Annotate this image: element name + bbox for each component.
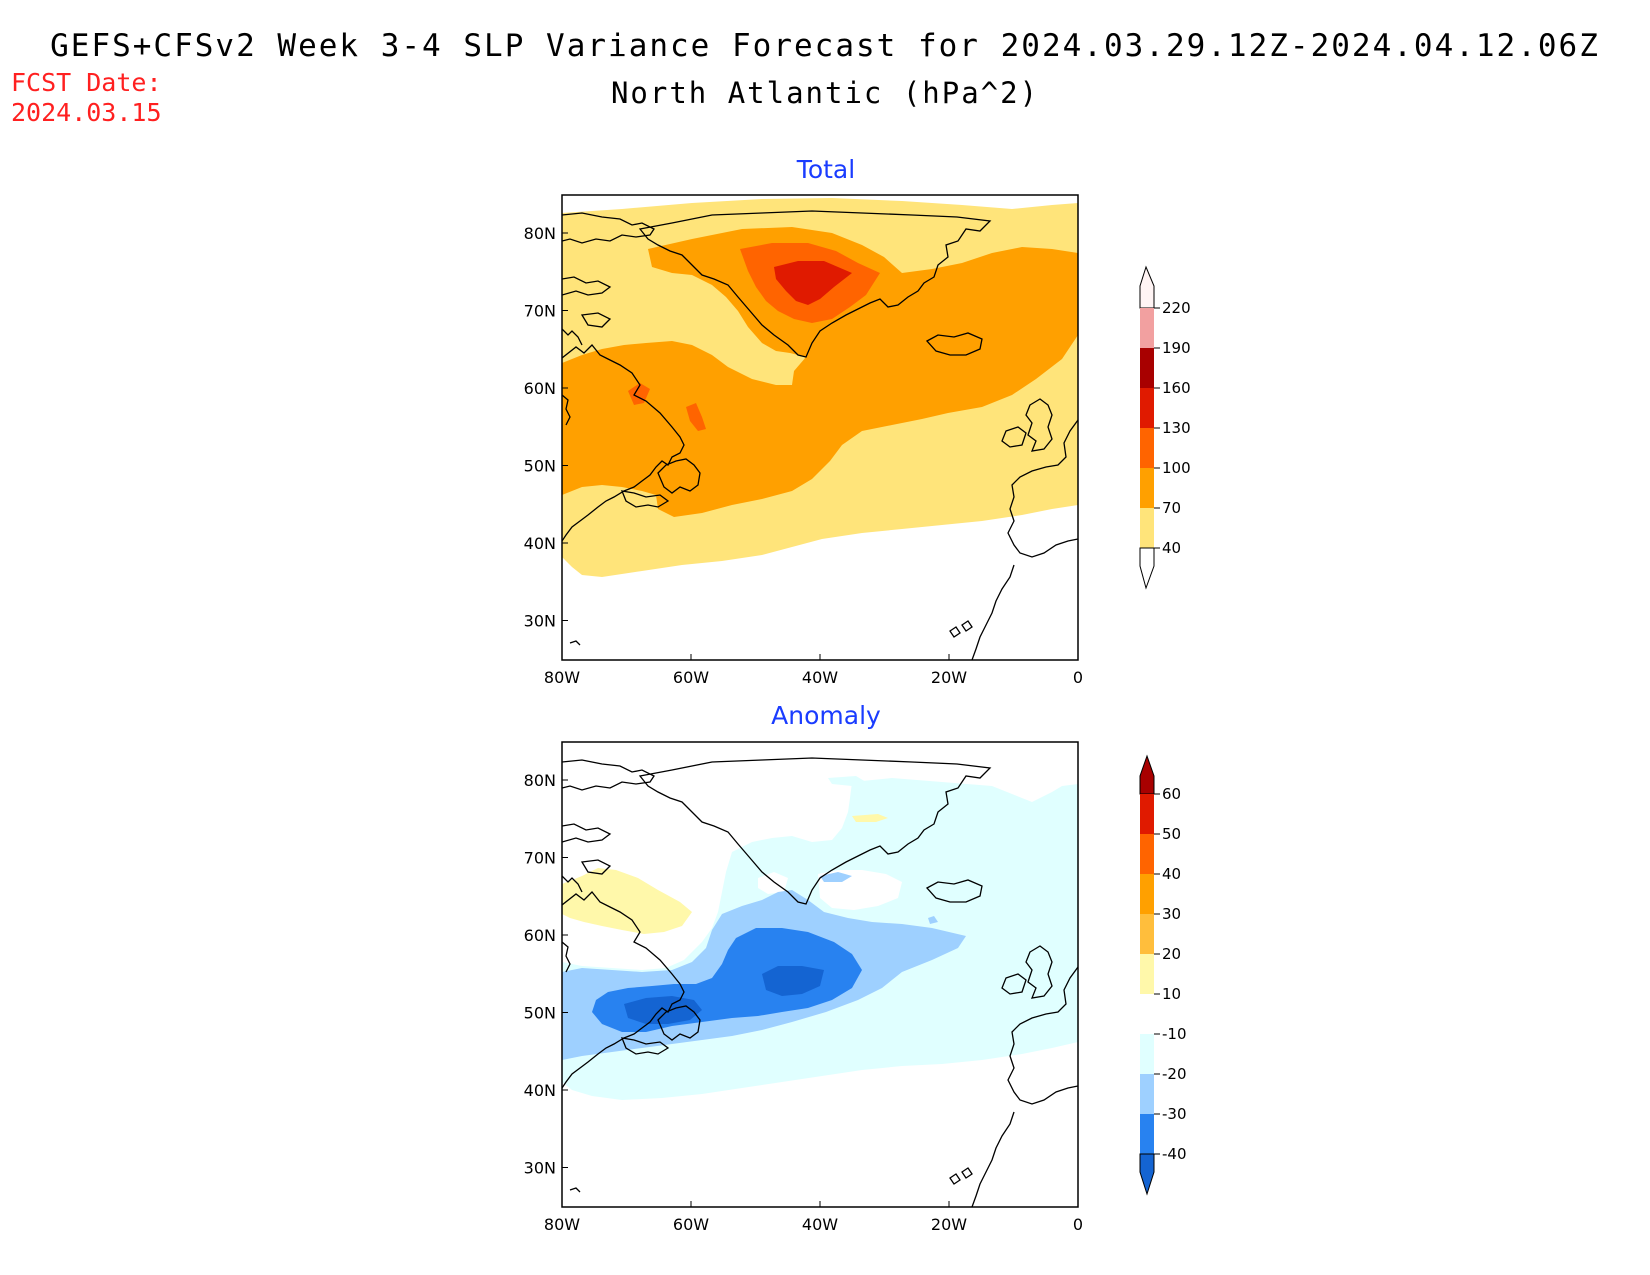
total-cbar-160-190 bbox=[1140, 348, 1154, 388]
colorbar-label: -30 bbox=[1162, 1105, 1187, 1123]
anomaly-cbar-20-30 bbox=[1140, 914, 1154, 954]
anomaly-colorbar-top-arrow bbox=[1139, 754, 1155, 795]
total-cbar-190-220 bbox=[1140, 308, 1154, 348]
lat-tick-label: 30N bbox=[524, 612, 556, 631]
anomaly-cbar-m30-m20 bbox=[1140, 1074, 1154, 1114]
anomaly-lat-axis: 80N 70N 60N 50N 40N 30N bbox=[524, 771, 568, 1178]
lat-tick-label: 80N bbox=[524, 771, 556, 790]
total-cbar-40-70 bbox=[1140, 508, 1154, 548]
lon-tick-label: 80W bbox=[544, 1215, 580, 1234]
colorbar-label: 20 bbox=[1162, 945, 1181, 963]
lon-tick-label: 60W bbox=[673, 1215, 709, 1234]
lat-tick-label: 60N bbox=[524, 379, 556, 398]
fcst-date: 2024.03.15 bbox=[11, 98, 162, 127]
colorbar-label: 70 bbox=[1162, 499, 1181, 517]
total-colorbar-bottom-arrow bbox=[1139, 547, 1155, 590]
lat-tick-label: 50N bbox=[524, 1004, 556, 1023]
anomaly-cbar-m40-m30 bbox=[1140, 1114, 1154, 1154]
lon-tick-label: 60W bbox=[673, 668, 709, 687]
colorbar-label: 130 bbox=[1162, 419, 1191, 437]
anomaly-yellow-patch bbox=[852, 814, 888, 822]
anomaly-colorbar-bottom-arrow bbox=[1139, 1153, 1155, 1196]
colorbar-label: -40 bbox=[1162, 1145, 1187, 1163]
colorbar-label: 100 bbox=[1162, 459, 1191, 477]
lat-tick-label: 40N bbox=[524, 534, 556, 553]
anomaly-panel-title: Anomaly bbox=[771, 701, 881, 730]
anomaly-blue-patch bbox=[820, 872, 852, 882]
total-contour-130 bbox=[774, 261, 852, 305]
lon-tick-label: 40W bbox=[802, 1215, 838, 1234]
lat-tick-label: 70N bbox=[524, 302, 556, 321]
total-colorbar: 220 190 160 130 100 70 40 bbox=[1139, 265, 1191, 590]
total-colorbar-labels: 220 190 160 130 100 70 40 bbox=[1154, 299, 1191, 557]
colorbar-label: 60 bbox=[1162, 785, 1181, 803]
colorbar-label: 220 bbox=[1162, 299, 1191, 317]
forecast-date-label: FCST Date: 2024.03.15 bbox=[11, 68, 162, 128]
lon-tick-label: 0 bbox=[1073, 668, 1083, 687]
total-cbar-130-160 bbox=[1140, 388, 1154, 428]
total-map bbox=[562, 195, 1078, 660]
total-panel-title: Total bbox=[796, 155, 855, 184]
lon-tick-label: 20W bbox=[931, 668, 967, 687]
lon-tick-label: 0 bbox=[1073, 1215, 1083, 1234]
colorbar-label: 190 bbox=[1162, 339, 1191, 357]
total-lon-axis: 80W 60W 40W 20W 0 bbox=[544, 654, 1083, 687]
lon-tick-label: 40W bbox=[802, 668, 838, 687]
total-contour-100c bbox=[686, 403, 706, 431]
colorbar-label: 160 bbox=[1162, 379, 1191, 397]
colorbar-label: 40 bbox=[1162, 539, 1181, 557]
lat-tick-label: 40N bbox=[524, 1081, 556, 1100]
fcst-label: FCST Date: bbox=[11, 68, 162, 97]
lat-tick-label: 70N bbox=[524, 849, 556, 868]
anomaly-colorbar: 60 50 40 30 20 10 -10 -20 -30 -40 bbox=[1139, 754, 1187, 1196]
anomaly-white-hole2 bbox=[758, 872, 788, 894]
total-cbar-70-100 bbox=[1140, 468, 1154, 508]
anomaly-cbar-10-20 bbox=[1140, 954, 1154, 994]
anomaly-blue-patch2 bbox=[928, 916, 938, 924]
anomaly-cbar-30-40 bbox=[1140, 874, 1154, 914]
colorbar-label: 50 bbox=[1162, 825, 1181, 843]
anomaly-cbar-m20-m10 bbox=[1140, 1034, 1154, 1074]
main-title: GEFS+CFSv2 Week 3-4 SLP Variance Forecas… bbox=[50, 28, 1600, 64]
anomaly-contour-m40b bbox=[624, 996, 702, 1024]
total-colorbar-top-arrow bbox=[1139, 265, 1155, 309]
lat-tick-label: 80N bbox=[524, 224, 556, 243]
anomaly-cyan-patch bbox=[828, 776, 866, 786]
anomaly-contour-p10 bbox=[562, 868, 692, 934]
anomaly-cbar-m10-10 bbox=[1140, 994, 1154, 1034]
anomaly-contour-m40 bbox=[762, 966, 824, 996]
lon-tick-label: 20W bbox=[931, 1215, 967, 1234]
colorbar-label: -10 bbox=[1162, 1025, 1187, 1043]
anomaly-map bbox=[562, 742, 1078, 1207]
colorbar-label: -20 bbox=[1162, 1065, 1187, 1083]
colorbar-label: 30 bbox=[1162, 905, 1181, 923]
subtitle: North Atlantic (hPa^2) bbox=[610, 76, 1040, 110]
total-cbar-100-130 bbox=[1140, 428, 1154, 468]
colorbar-label: 40 bbox=[1162, 865, 1181, 883]
lat-tick-label: 30N bbox=[524, 1159, 556, 1178]
anomaly-lon-axis: 80W 60W 40W 20W 0 bbox=[544, 1201, 1083, 1234]
anomaly-cbar-50-60 bbox=[1140, 794, 1154, 834]
total-lat-axis: 80N 70N 60N 50N 40N 30N bbox=[524, 224, 568, 631]
colorbar-label: 10 bbox=[1162, 985, 1181, 1003]
total-contour-100b bbox=[628, 383, 650, 405]
lat-tick-label: 50N bbox=[524, 457, 556, 476]
lat-tick-label: 60N bbox=[524, 926, 556, 945]
lon-tick-label: 80W bbox=[544, 668, 580, 687]
anomaly-colorbar-labels: 60 50 40 30 20 10 -10 -20 -30 -40 bbox=[1154, 785, 1187, 1163]
anomaly-cbar-40-50 bbox=[1140, 834, 1154, 874]
total-contour-70 bbox=[562, 227, 1078, 517]
